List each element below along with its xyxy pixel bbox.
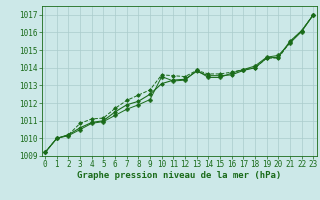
X-axis label: Graphe pression niveau de la mer (hPa): Graphe pression niveau de la mer (hPa) (77, 171, 281, 180)
